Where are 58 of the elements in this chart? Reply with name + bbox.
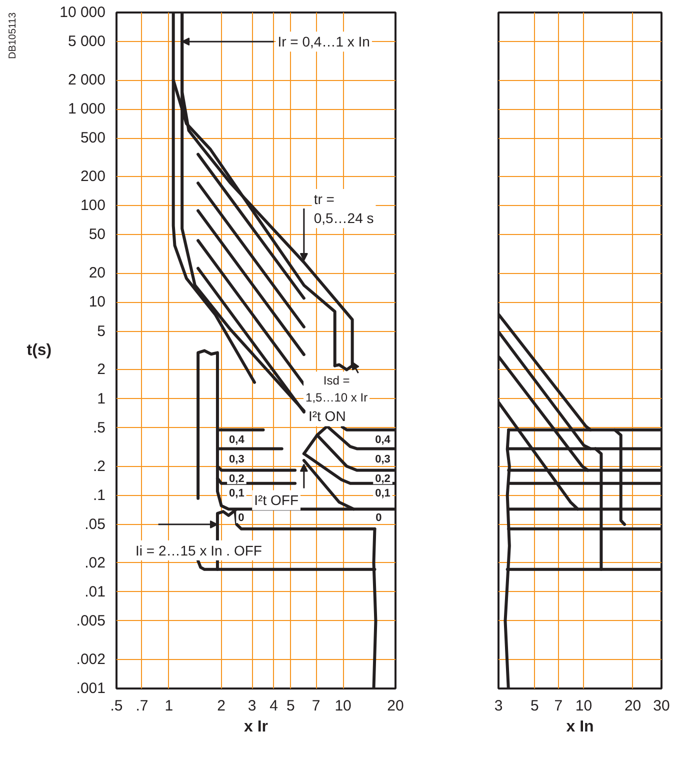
annotation: 0,3 (375, 454, 390, 466)
y-tick-label: 1 (97, 390, 106, 408)
x-tick-label: 1 (164, 698, 174, 714)
y-tick-label: 100 (80, 197, 106, 214)
annotation: I²t OFF (254, 492, 298, 508)
x-axis-title: x In (566, 718, 594, 736)
x-tick-label: 3 (248, 698, 256, 714)
y-tick-label: .5 (92, 419, 106, 436)
y-tick-label: 20 (88, 264, 106, 282)
x-tick-label: 5 (530, 698, 539, 714)
annotation: Isd = 1,5…10 x Ir (306, 374, 368, 404)
y-tick-label: .2 (92, 458, 106, 475)
y-tick-label: 10 000 (60, 4, 106, 21)
y-tick-label: .002 (76, 650, 106, 668)
y-tick-label: 10 (88, 294, 106, 311)
x-tick-label: 10 (334, 698, 352, 714)
annotation: 0 (376, 512, 382, 524)
x-tick-label: 2 (217, 698, 226, 714)
y-tick-label: 50 (88, 226, 106, 244)
y-tick-label: 500 (80, 130, 106, 147)
y-tick-label: 5 000 (68, 33, 106, 50)
y-tick-label: .005 (76, 612, 106, 630)
annotation: Ir = 0,4…1 x In (278, 34, 370, 50)
y-tick-label: 200 (80, 168, 106, 186)
annotation: 0,3 (229, 454, 244, 466)
x-axis-title: x Ir (244, 718, 268, 736)
y-tick-label: .01 (84, 583, 106, 600)
annotation: I²t ON (308, 408, 346, 424)
y-tick-label: .05 (84, 516, 106, 533)
x-tick-label: .5 (110, 698, 123, 714)
x-tick-label: 10 (575, 698, 592, 714)
x-tick-label: 7 (554, 698, 563, 714)
y-tick-label: .02 (84, 554, 106, 572)
x-tick-label: 7 (312, 698, 320, 714)
annotation: tr = 0,5…24 s (314, 190, 374, 226)
y-tick-label: 1 000 (68, 100, 106, 118)
annotation: 0,2 (229, 473, 244, 486)
y-axis-title: t(s) (26, 342, 52, 359)
annotation: 0,2 (375, 473, 390, 486)
annotation: 0,4 (375, 434, 392, 446)
x-tick-label: .7 (136, 698, 148, 714)
text: DB105113 (8, 12, 18, 60)
x-tick-label: 30 (653, 698, 670, 714)
annotation: 0,1 (229, 488, 244, 500)
x-tick-label: 5 (286, 698, 295, 714)
annotation: Ii = 2…15 x In . OFF (136, 542, 262, 558)
y-tick-label: 2 (97, 361, 106, 378)
y-tick-label: 5 (97, 322, 106, 340)
y-tick-label: 2 000 (68, 72, 106, 88)
annotation: 0,4 (229, 434, 246, 446)
annotation: 0,1 (375, 488, 390, 500)
y-tick-label: .001 (76, 680, 106, 697)
annotation: 0 (238, 512, 244, 524)
x-tick-label: 20 (387, 698, 404, 714)
x-tick-label: 4 (270, 698, 278, 714)
y-tick-label: .1 (92, 486, 106, 504)
x-tick-label: 20 (624, 698, 642, 714)
x-tick-label: 3 (494, 698, 503, 714)
